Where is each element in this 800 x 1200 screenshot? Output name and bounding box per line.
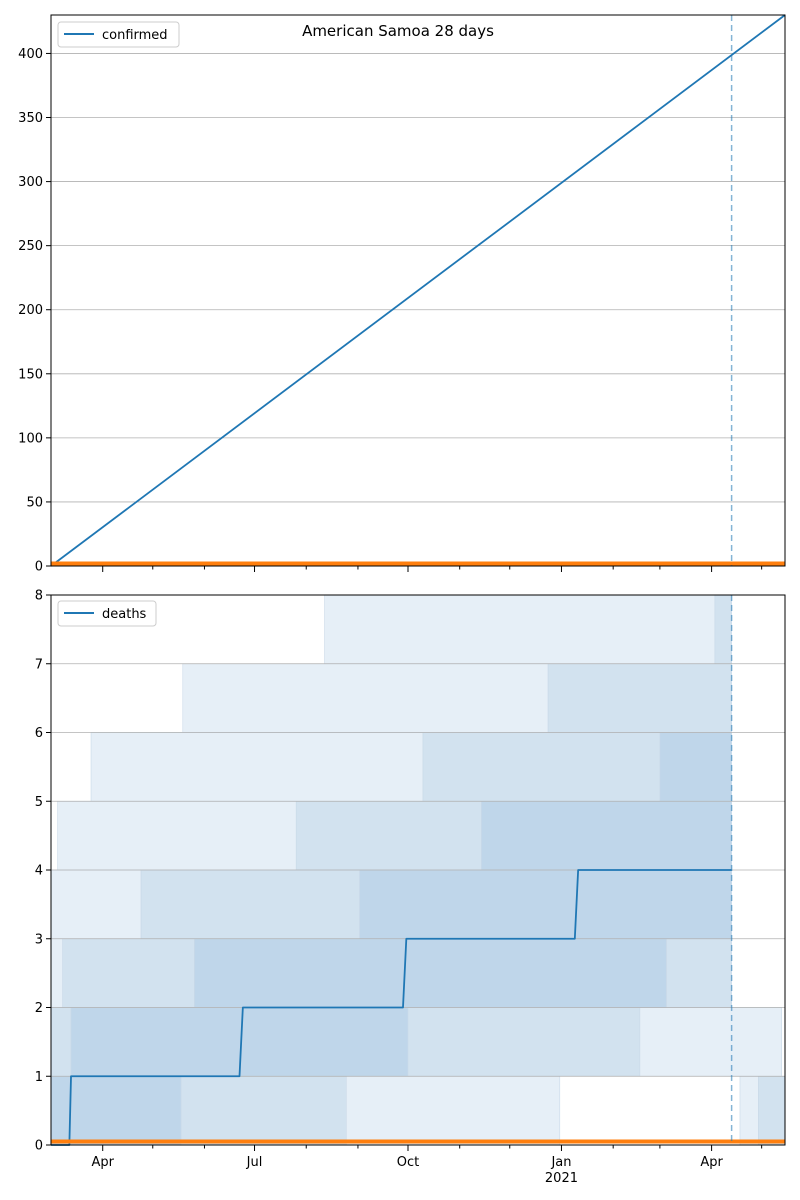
deaths-band-0-0: [50, 1075, 182, 1146]
confirmed-x-axis: [102, 566, 763, 572]
confirmed-ytick-label-4: 200: [18, 303, 43, 318]
confirmed-plot-area: [50, 14, 786, 567]
deaths-xtick-label-1: Jul: [246, 1155, 263, 1170]
deaths-legend-box: [57, 600, 157, 627]
deaths-band-0-4: [739, 1075, 759, 1146]
deaths-xtick-label-4: Apr: [700, 1155, 723, 1170]
deaths-legend-label: deaths: [102, 607, 147, 622]
deaths-band-2-1: [62, 938, 195, 1008]
deaths-xtick-label-0: Apr: [91, 1155, 114, 1170]
deaths-band-1-0: [50, 1007, 72, 1077]
deaths-ytick-label-8: 8: [35, 589, 43, 604]
deaths-band-3-2: [359, 869, 732, 940]
deaths-ytick-label-4: 4: [35, 864, 43, 879]
deaths-band-4-3: [481, 800, 732, 871]
deaths-band-2-2: [194, 938, 667, 1008]
confirmed-chart: American Samoa 28 days confirmed 0 50 100 1…: [18, 14, 786, 575]
confirmed-legend-label: confirmed: [102, 28, 168, 43]
deaths-band-5-1: [90, 732, 424, 802]
deaths-xtick-label-2: Oct: [397, 1155, 419, 1170]
deaths-band-0-2: [345, 1075, 561, 1146]
deaths-ytick-label-5: 5: [35, 795, 43, 810]
deaths-plot-area: [50, 594, 786, 1146]
deaths-band-7-1: [324, 594, 716, 665]
deaths-band-1-3: [639, 1007, 782, 1077]
deaths-band-2-0: [50, 938, 63, 1008]
confirmed-ytick-label-1: 50: [26, 495, 43, 510]
deaths-ytick-label-6: 6: [35, 726, 43, 741]
confirmed-axes-frame: [50, 14, 786, 567]
deaths-band-0-5: [758, 1075, 786, 1146]
confirmed-ytick-label-6: 300: [18, 175, 43, 190]
confirmed-series-0-line: [50, 14, 786, 567]
deaths-band-4-1: [57, 800, 297, 871]
confirmed-ytick-label-2: 100: [18, 431, 43, 446]
deaths-ytick-label-0: 0: [35, 1139, 43, 1154]
deaths-band-7-2: [714, 594, 732, 665]
deaths-band-6-1: [182, 663, 549, 733]
deaths-band-1-2: [407, 1007, 641, 1077]
confirmed-ytick-label-7: 350: [18, 111, 43, 126]
confirmed-ytick-label-0: 0: [35, 560, 43, 575]
confirmed-ytick-label-8: 400: [18, 47, 43, 62]
deaths-ytick-label-2: 2: [35, 1001, 43, 1016]
deaths-xtick-label-3: Jan: [550, 1155, 571, 1170]
deaths-y-axis: 0 1 2 3 4 5 6 7 8: [35, 589, 51, 1154]
deaths-ytick-label-1: 1: [35, 1070, 43, 1085]
chart-title: American Samoa 28 days: [302, 22, 494, 40]
confirmed-legend: confirmed: [57, 21, 180, 48]
deaths-legend: deaths: [57, 600, 157, 627]
confirmed-ytick-label-5: 250: [18, 239, 43, 254]
deaths-band-2-3: [666, 938, 732, 1008]
deaths-ytick-label-7: 7: [35, 657, 43, 672]
deaths-band-3-0: [50, 869, 142, 940]
confirmed-legend-box: [57, 21, 180, 48]
confirmed-ytick-label-3: 150: [18, 367, 43, 382]
confirmed-y-axis: 0 50 100 150 200 250 300 350 400: [18, 47, 51, 575]
deaths-band-6-2: [547, 663, 732, 733]
deaths-series-0-line: [51, 869, 732, 1146]
deaths-band-0-1: [180, 1075, 347, 1146]
deaths-xtick-sublabel-3: 2021: [545, 1171, 578, 1186]
deaths-band-5-2: [422, 732, 661, 802]
deaths-band-5-3: [659, 732, 732, 802]
deaths-band-4-2: [295, 800, 482, 871]
deaths-band-3-1: [140, 869, 360, 940]
deaths-ytick-label-3: 3: [35, 932, 43, 947]
